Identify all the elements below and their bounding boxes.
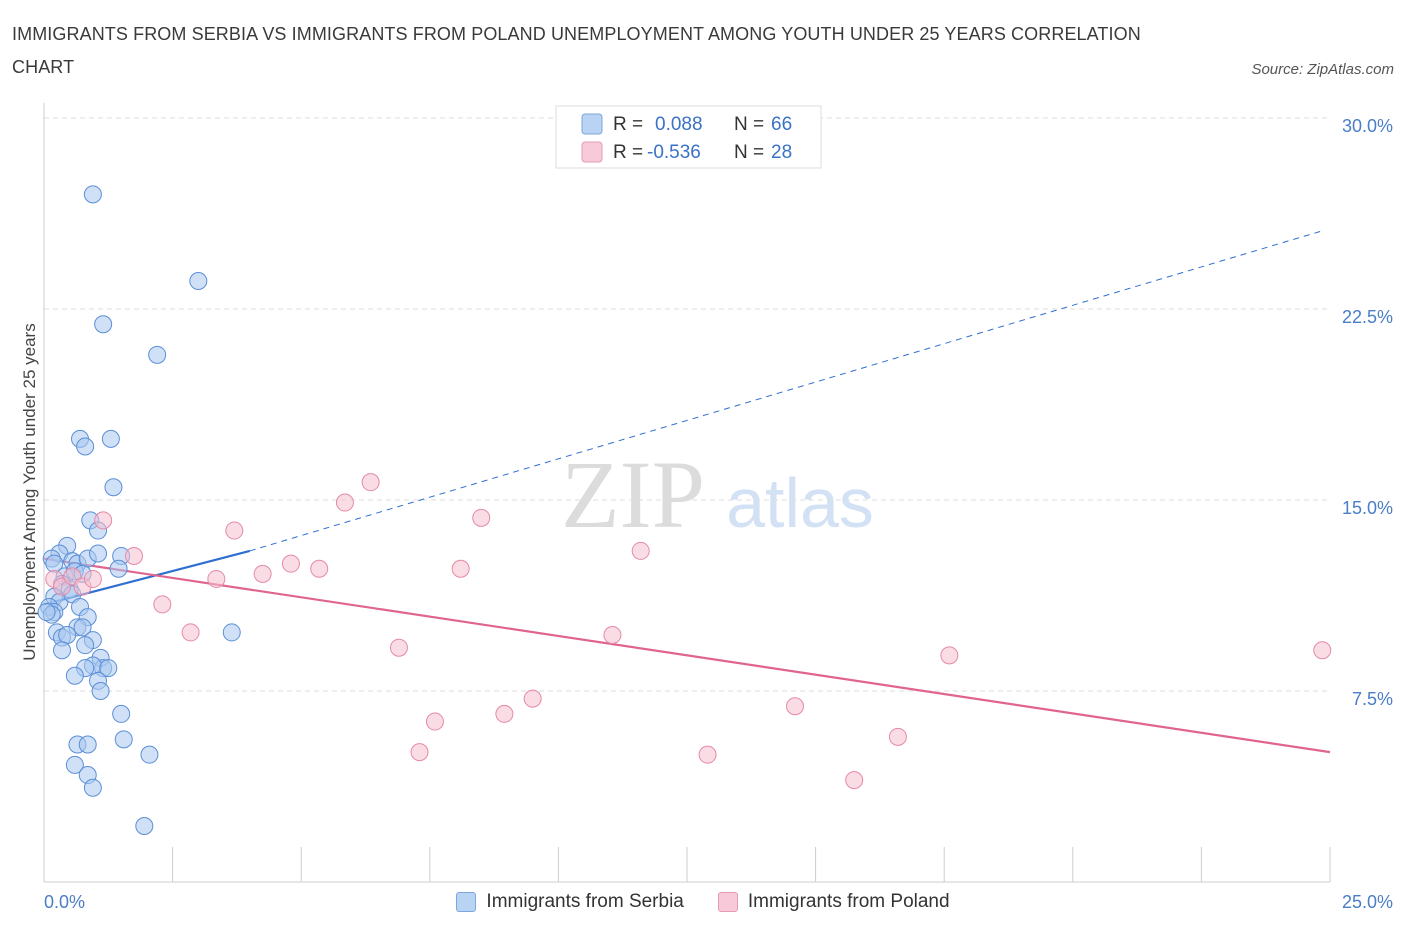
point-poland [125,547,144,566]
point-poland [786,697,805,716]
point-poland [153,595,172,614]
series-poland-points [45,473,1332,790]
watermark-zip: ZIP [561,441,705,548]
point-poland [207,569,226,588]
point-serbia [83,185,102,204]
point-poland [310,559,329,578]
bottom-legend-poland: Immigrants from Poland [717,891,950,913]
point-poland [451,559,470,578]
point-poland [495,704,514,723]
point-poland [845,771,864,790]
y-tick-label: 30.0% [1342,116,1393,136]
x-tick-label-max: 25.0% [1342,892,1393,912]
point-serbia [58,625,77,644]
point-poland [253,564,272,583]
point-poland [335,493,354,512]
point-poland [631,541,650,560]
x-tick-label-min: 0.0% [44,892,85,912]
point-poland [361,473,380,492]
point-poland [603,625,622,644]
point-poland [225,521,244,540]
y-axis-tick-labels: 7.5% 15.0% 22.5% 30.0% [1342,116,1393,709]
legend-swatch-poland [581,141,603,163]
bottom-legend-serbia: Immigrants from Serbia [456,891,684,913]
point-serbia [189,271,208,290]
y-tick-label: 22.5% [1342,307,1393,327]
legend-swatch-serbia [581,113,603,135]
y-axis-label: Unemployment Among Youth under 25 years [20,323,39,660]
point-serbia [65,666,84,685]
point-serbia [53,641,72,660]
legend-serbia-n-value: 66 [771,114,792,135]
y-tick-label: 15.0% [1342,498,1393,518]
bottom-legend-serbia-label: Immigrants from Serbia [486,891,684,912]
point-serbia [76,636,95,655]
watermark-atlas: atlas [726,464,874,542]
point-poland [425,712,444,731]
point-serbia [89,544,108,563]
legend-poland-r-label: R = [613,142,643,163]
point-serbia [73,618,92,637]
series-serbia-points [37,185,241,835]
bottom-legend: Immigrants from Serbia Immigrants from P… [0,889,1406,915]
point-serbia [148,345,167,364]
point-serbia [101,429,120,448]
legend-serbia-n-label: N = [734,114,764,135]
point-poland [1313,641,1332,660]
point-poland [94,511,113,530]
gridlines [44,117,1330,692]
legend-poland-r-value: -0.536 [647,142,701,163]
bottom-legend-swatch-poland [717,892,738,912]
point-serbia [37,603,56,622]
legend-poland-n-label: N = [734,142,764,163]
point-poland [523,689,542,708]
point-serbia [109,559,128,578]
legend-serbia-r-value: 0.088 [655,114,703,135]
point-poland [888,727,907,746]
point-serbia [222,623,241,642]
x-axis-ticks [43,847,1331,882]
bottom-legend-poland-label: Immigrants from Poland [747,891,950,912]
point-poland [389,638,408,657]
point-serbia [112,704,131,723]
point-serbia [114,730,133,749]
legend-serbia-r-label: R = [613,114,643,135]
point-poland [83,569,102,588]
legend-poland-n-value: 28 [771,142,792,163]
point-serbia [104,478,123,497]
point-serbia [94,315,113,334]
point-poland [472,508,491,527]
trend-line-poland [43,557,1331,754]
bottom-legend-swatch-serbia [456,892,477,912]
point-poland [940,646,959,665]
point-serbia [140,745,159,764]
y-tick-label: 7.5% [1352,689,1393,709]
point-serbia [76,437,95,456]
point-poland [698,745,717,764]
point-serbia [78,735,97,754]
point-serbia [135,816,154,835]
source-label: Source: ZipAtlas.com [1251,61,1394,78]
point-poland [181,623,200,642]
point-serbia [99,659,118,678]
point-poland [410,743,429,762]
point-poland [281,554,300,573]
point-serbia [65,755,84,774]
point-serbia [91,682,110,700]
legend-box: R = 0.088 N = 66 R = -0.536 N = 28 [555,105,822,169]
chart-title: IMMIGRANTS FROM SERBIA VS IMMIGRANTS FRO… [12,24,1141,77]
point-serbia [83,778,102,797]
